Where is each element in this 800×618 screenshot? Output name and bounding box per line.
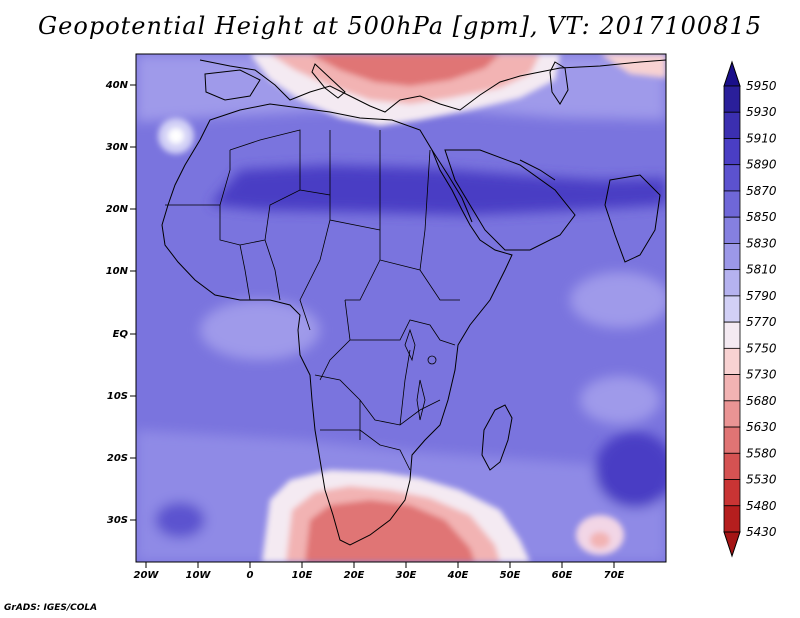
colorbar-level-label: 5950 bbox=[746, 79, 777, 93]
africa-coast bbox=[161, 103, 513, 546]
field-deep-southeast bbox=[595, 432, 666, 508]
lon-label-10e: 10E bbox=[292, 570, 313, 581]
colorbar-level-label: 5530 bbox=[746, 473, 777, 487]
caspian bbox=[549, 61, 569, 105]
colorbar-swatch bbox=[723, 269, 741, 297]
colorbar-level-label: 5850 bbox=[746, 210, 777, 224]
colorbar-level-label: 5430 bbox=[746, 525, 777, 539]
field-north-red bbox=[310, 54, 500, 86]
field-light-east bbox=[570, 272, 666, 328]
lon-axis: 20W 10W 0 10E 20E 30E 40E 50E 60E 70E bbox=[134, 562, 625, 581]
italy bbox=[311, 63, 346, 99]
height-field bbox=[136, 54, 666, 562]
lat-label-10s: 10S bbox=[107, 391, 128, 402]
field-light-equator bbox=[200, 300, 320, 360]
lat-label-20n: 20N bbox=[106, 204, 129, 215]
lakes bbox=[404, 328, 437, 421]
lon-label-10w: 10W bbox=[186, 570, 212, 581]
colorbar-swatch bbox=[723, 190, 741, 218]
lat-label-40n: 40N bbox=[105, 80, 129, 91]
arabia bbox=[444, 149, 576, 251]
country-borders bbox=[165, 129, 460, 471]
colorbar-swatch bbox=[723, 347, 741, 375]
colorbar-level-label: 5480 bbox=[746, 499, 777, 513]
colorbar-level-label: 5910 bbox=[746, 131, 777, 145]
colorbar-swatch bbox=[723, 426, 741, 454]
colorbar-level-label: 5830 bbox=[746, 236, 777, 250]
plot-frame bbox=[135, 53, 667, 563]
lat-label-30s: 30S bbox=[107, 515, 128, 526]
colorbar-level-label: 5770 bbox=[746, 315, 777, 329]
colorbar-swatch bbox=[723, 505, 741, 533]
colorbar-swatch bbox=[723, 452, 741, 480]
colorbar-swatch bbox=[723, 400, 741, 428]
colorbar-swatch bbox=[723, 479, 741, 507]
colorbar-bottom-arrow bbox=[723, 531, 741, 558]
colorbar-level-label: 5870 bbox=[746, 184, 777, 198]
india bbox=[604, 174, 661, 263]
coastlines bbox=[161, 59, 666, 546]
persian-gulf bbox=[519, 159, 556, 181]
lon-label-0: 0 bbox=[247, 570, 254, 581]
lat-axis: 40N 30N 20N 10N EQ 10S 20S 30S bbox=[105, 80, 136, 526]
colorbar-level-label: 5750 bbox=[746, 341, 777, 355]
colorbar-level-label: 5580 bbox=[746, 446, 777, 460]
lat-label-20s: 20S bbox=[107, 453, 128, 464]
lat-label-30n: 30N bbox=[106, 142, 129, 153]
colorbar-swatch bbox=[723, 374, 741, 402]
colorbar: 5950 5930 5910 5890 5870 5850 5830 5810 5790 5770… bbox=[723, 60, 777, 558]
lon-label-60e: 60E bbox=[552, 570, 573, 581]
colorbar-level-label: 5930 bbox=[746, 105, 777, 119]
field-south-red bbox=[305, 500, 475, 562]
colorbar-swatch bbox=[723, 164, 741, 192]
colorbar-level-label: 5730 bbox=[746, 368, 777, 382]
europe-coast bbox=[199, 59, 666, 113]
lat-label-10n: 10N bbox=[106, 266, 129, 277]
colorbar-level-label: 5810 bbox=[746, 263, 777, 277]
colorbar-boxes bbox=[723, 85, 741, 533]
lon-label-30e: 30E bbox=[396, 570, 417, 581]
madagascar bbox=[481, 404, 513, 471]
colorbar-swatch bbox=[723, 216, 741, 244]
colorbar-swatch bbox=[723, 243, 741, 271]
lon-label-50e: 50E bbox=[500, 570, 521, 581]
colorbar-level-label: 5790 bbox=[746, 289, 777, 303]
colorbar-swatch bbox=[723, 85, 741, 113]
colorbar-swatch bbox=[723, 138, 741, 166]
lon-label-20w: 20W bbox=[134, 570, 160, 581]
colorbar-level-label: 5630 bbox=[746, 420, 777, 434]
colorbar-level-label: 5890 bbox=[746, 158, 777, 172]
red-sea bbox=[431, 149, 473, 223]
lat-label-eq: EQ bbox=[113, 329, 129, 340]
colorbar-swatch bbox=[723, 111, 741, 139]
lon-label-20e: 20E bbox=[344, 570, 365, 581]
colorbar-swatch bbox=[723, 321, 741, 349]
lon-label-70e: 70E bbox=[604, 570, 625, 581]
colorbar-level-label: 5680 bbox=[746, 394, 777, 408]
iberia bbox=[204, 69, 261, 101]
grads-credit: GrADS: IGES/COLA bbox=[4, 603, 98, 613]
colorbar-top-arrow bbox=[723, 60, 741, 87]
chart-title: Geopotential Height at 500hPa [gpm], VT:… bbox=[38, 12, 762, 40]
colorbar-swatch bbox=[723, 295, 741, 323]
colorbar-labels: 5950 5930 5910 5890 5870 5850 5830 5810 5790 5770… bbox=[746, 79, 777, 539]
lon-label-40e: 40E bbox=[447, 570, 469, 581]
